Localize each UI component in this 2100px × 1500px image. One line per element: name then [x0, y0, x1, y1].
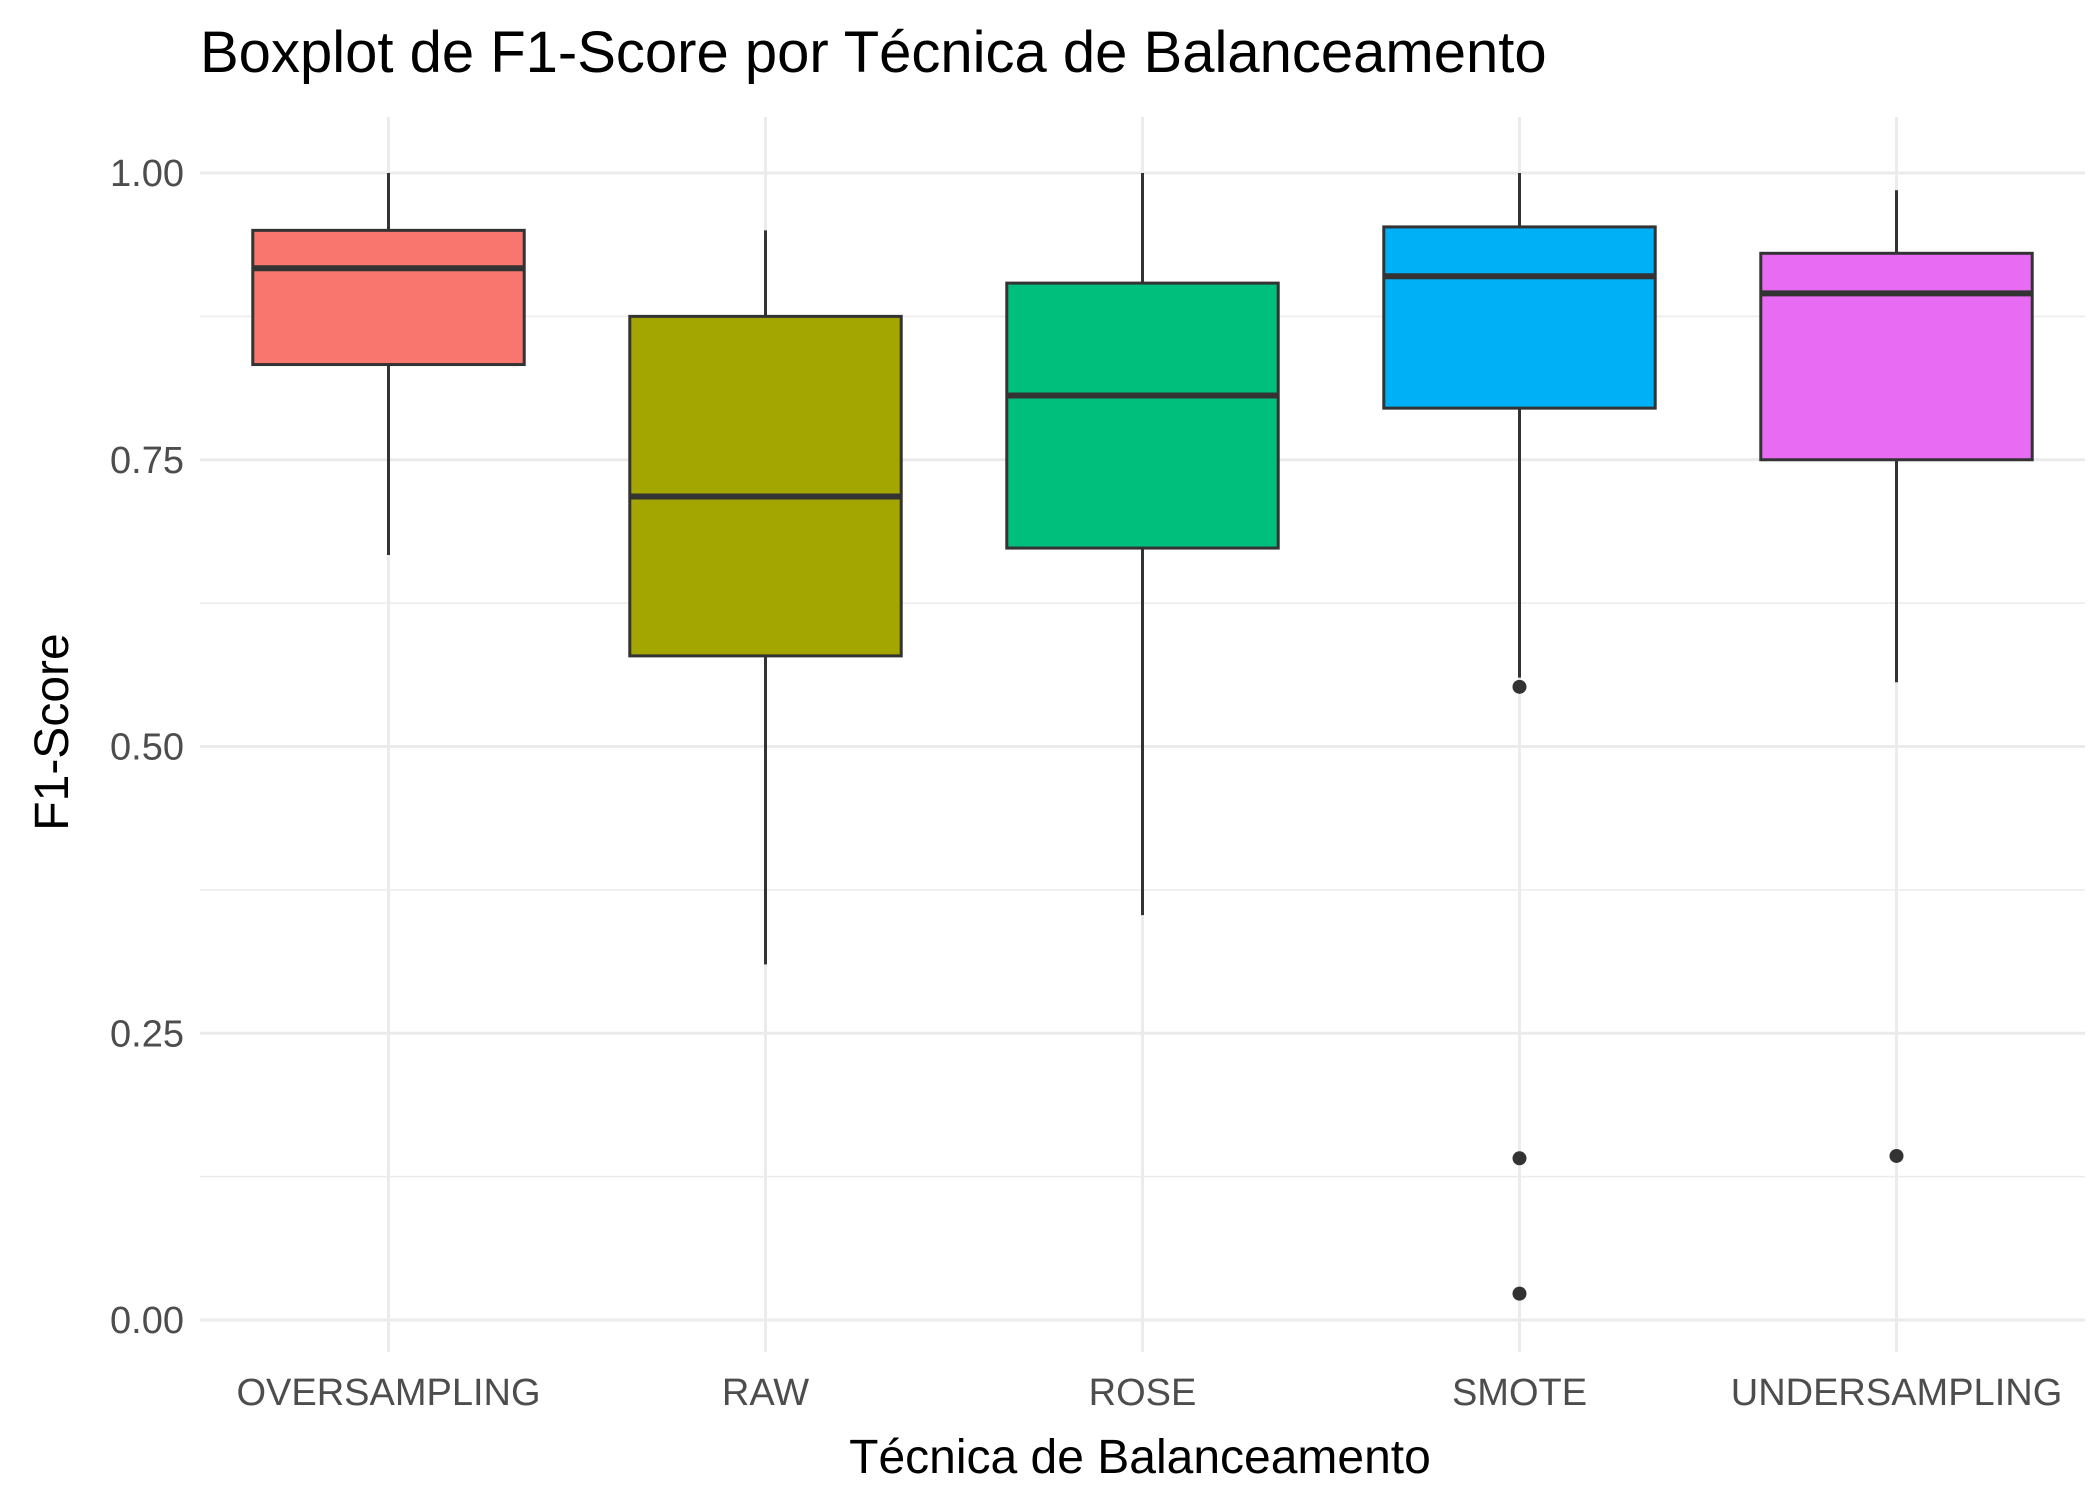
- iqr-box: [1005, 281, 1280, 550]
- x-axis-tick-labels: OVERSAMPLING RAW ROSE SMOTE UNDERSAMPLING: [236, 1372, 2062, 1414]
- box-smote: [1382, 173, 1657, 1301]
- y-tick-label: 0.50: [110, 727, 184, 769]
- y-tick-label: 0.00: [110, 1300, 184, 1342]
- x-tick-label: UNDERSAMPLING: [1731, 1372, 2063, 1414]
- outlier-point: [1512, 1286, 1527, 1301]
- outlier-point: [1889, 1148, 1904, 1163]
- y-axis-tick-labels: 0.00 0.25 0.50 0.75 1.00: [110, 153, 184, 1342]
- y-tick-label: 1.00: [110, 153, 184, 195]
- box-series: [251, 173, 2034, 1301]
- outlier-point: [1512, 679, 1527, 694]
- box-rose: [1005, 173, 1280, 916]
- iqr-box: [628, 314, 903, 658]
- x-tick-label: RAW: [722, 1372, 809, 1414]
- iqr-box: [1382, 225, 1657, 410]
- iqr-box: [1759, 251, 2034, 462]
- y-tick-label: 0.75: [110, 440, 184, 482]
- box-raw: [628, 230, 903, 965]
- x-axis-title: Técnica de Balanceamento: [849, 1431, 1431, 1484]
- x-tick-label: OVERSAMPLING: [236, 1372, 540, 1414]
- y-axis-title: F1-Score: [26, 633, 79, 830]
- outlier-point: [1512, 1151, 1527, 1166]
- chart-title: Boxplot de F1-Score por Técnica de Balan…: [200, 20, 1547, 85]
- box-oversampling: [251, 173, 526, 555]
- y-tick-label: 0.25: [110, 1013, 184, 1055]
- x-tick-label: SMOTE: [1452, 1372, 1587, 1414]
- iqr-box: [251, 228, 526, 367]
- box-undersampling: [1759, 190, 2034, 1163]
- x-tick-label: ROSE: [1089, 1372, 1197, 1414]
